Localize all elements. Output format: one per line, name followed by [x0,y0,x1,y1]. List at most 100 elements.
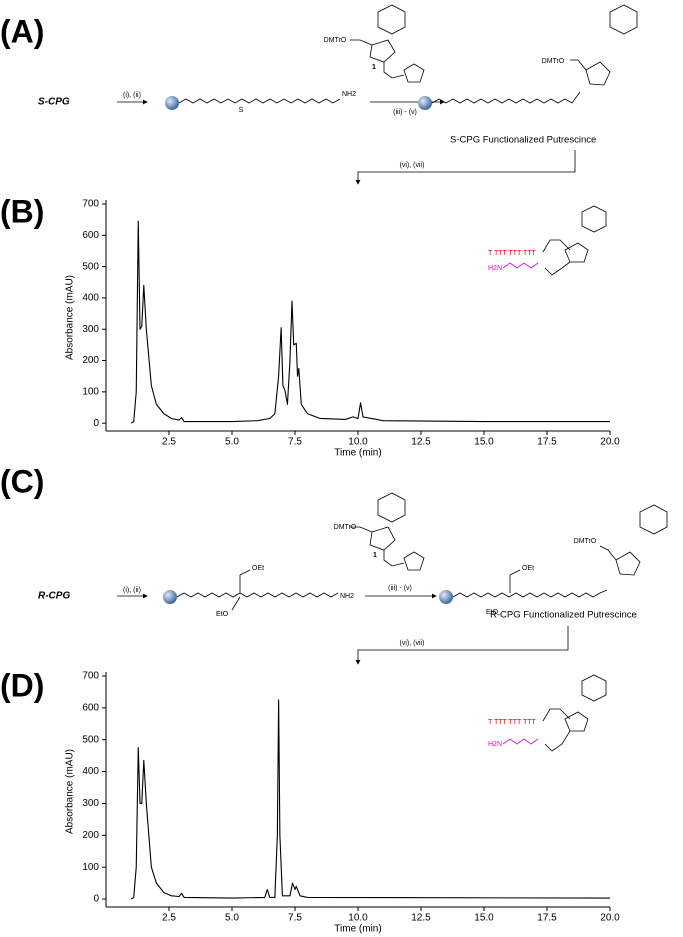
scheme-a: S-CPG (i), (ii) S NH2 (iii) - (v) DMTrO … [38,4,638,185]
bead [418,96,432,110]
arrow [355,626,569,665]
chain [176,592,339,598]
bond [542,239,571,253]
bond [542,708,571,722]
trace [130,220,610,424]
bond [599,545,617,561]
reagent-label: R-CPG [38,591,70,602]
y-tick-label: 600 [82,230,99,241]
amine-label: H2N [488,741,502,748]
bond [231,596,241,611]
atom-label: DMTrO [574,538,597,545]
x-tick-label: 7.5 [288,913,302,924]
ring [564,711,589,732]
ring [377,4,406,35]
compound-number: 1 [373,552,377,559]
ring [581,674,607,702]
panel-label: (D) [0,667,44,703]
bond [383,550,405,567]
reagent-label: S-CPG [38,97,70,108]
bond [239,569,251,593]
bond [509,569,521,593]
y-tick-label: 300 [82,324,99,335]
atom-label: S [239,107,244,114]
y-tick-label: 600 [82,703,99,714]
y-tick-label: 0 [93,894,99,905]
panel-label: (C) [0,463,44,499]
inset-d: T TTT TTT TTT H2N [488,674,607,752]
ring [369,39,396,63]
atom-label: EtO [486,609,499,616]
y-tick-label: 500 [82,261,99,272]
x-tick-label: 17.5 [537,437,557,448]
x-tick-label: 15.0 [474,437,494,448]
chain [502,738,539,745]
step-label: (vi), (vii) [400,162,425,169]
y-tick-label: 700 [82,199,99,210]
y-tick-label: 200 [82,355,99,366]
x-axis-label: Time (min) [334,924,381,935]
y-tick-label: 400 [82,766,99,777]
chain [452,589,608,598]
atom-label: DMTrO [334,524,357,531]
y-axis-label: Absorbance (mAU) [65,749,76,834]
y-tick-label: 700 [82,671,99,682]
x-tick-label: 12.5 [411,913,431,924]
atom-label: NH2 [342,91,356,98]
bead [165,96,179,110]
oligo-label: T TTT TTT TTT [488,719,537,726]
bond [570,59,587,71]
scheme-c: R-CPG (i), (ii) OEt EtO NH2 (iii) - (v) … [38,492,668,665]
ring [403,63,425,83]
ring [581,205,607,233]
atom-label: NH2 [340,593,354,600]
product-label: R-CPG Functionalized Putrescince [490,610,637,621]
trace [130,699,611,900]
ring [403,551,425,571]
x-tick-label: 20.0 [600,913,620,924]
step-label: (vi), (vii) [400,640,425,647]
arrow [355,150,576,185]
atom-label: OEt [252,565,264,572]
amine-label: H2N [488,265,502,272]
ring [585,61,611,86]
x-tick-label: 2.5 [162,437,176,448]
y-tick-label: 400 [82,293,99,304]
x-tick-label: 15.0 [474,913,494,924]
oligo-label: T TTT TTT TTT [488,250,537,257]
bead [439,590,453,604]
y-tick-label: 300 [82,798,99,809]
step-label: (i), (ii) [123,92,141,99]
bead [163,590,177,604]
compound-number: 1 [372,64,376,71]
x-tick-label: 20.0 [600,437,620,448]
y-tick-label: 500 [82,734,99,745]
product-label: S-CPG Functionalized Putrescince [450,135,596,146]
ring [615,551,641,576]
bond [350,39,373,46]
step-label: (iii) - (v) [388,585,412,592]
atom-label: DMTrO [542,58,565,65]
bond [544,730,571,752]
y-tick-label: 100 [82,862,99,873]
ring [369,526,396,551]
ring [564,242,589,263]
ring [609,4,638,35]
ring [639,504,668,535]
chain [502,262,539,269]
panel-label: (A) [0,13,44,49]
y-tick-label: 0 [93,418,99,429]
atom-label: DMTrO [324,37,347,44]
bond [544,261,571,276]
atom-label: EtO [216,611,229,618]
y-tick-label: 200 [82,830,99,841]
x-tick-label: 17.5 [537,913,557,924]
x-tick-label: 5.0 [225,913,239,924]
ring [377,492,406,523]
step-label: (iii) - (v) [393,109,417,116]
atom-label: OEt [522,565,534,572]
step-label: (i), (ii) [123,587,141,594]
x-tick-label: 12.5 [411,437,431,448]
chain [431,91,581,104]
